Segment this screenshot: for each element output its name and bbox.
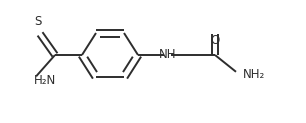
- Text: S: S: [34, 15, 42, 28]
- Text: NH₂: NH₂: [243, 69, 265, 82]
- Text: O: O: [211, 34, 220, 47]
- Text: H₂N: H₂N: [34, 75, 56, 87]
- Text: NH: NH: [159, 48, 177, 62]
